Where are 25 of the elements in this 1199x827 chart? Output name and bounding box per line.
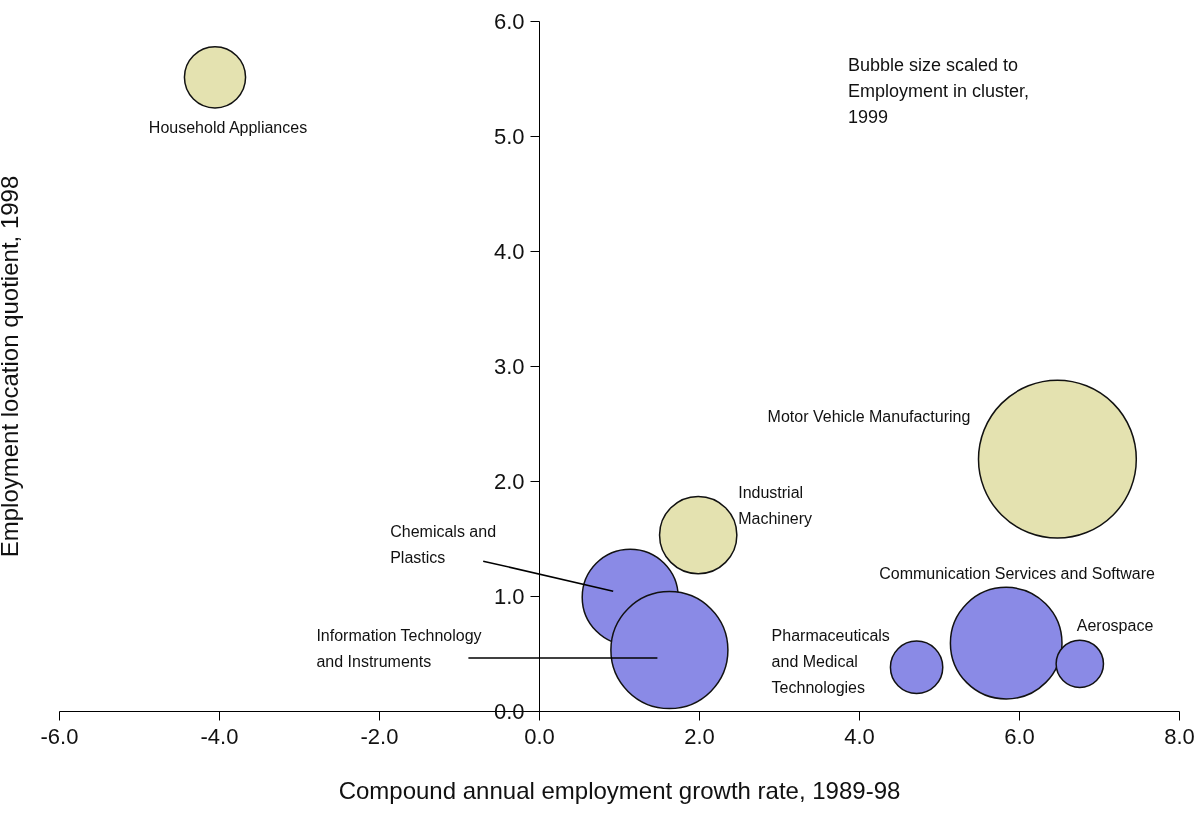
x-tick-label: 6.0 [1004, 723, 1035, 749]
series-label: Communication Services and Software [879, 565, 1155, 583]
x-tick-label: 4.0 [844, 723, 875, 749]
series-label: Industrial Machinery [738, 484, 813, 528]
y-tick-label: 4.0 [493, 238, 525, 264]
x-axis-title: Compound annual employment growth rate, 1989-98 [338, 776, 901, 804]
y-axis-title: Employment location quotient, 1998 [0, 175, 23, 558]
x-tick-label: -6.0 [40, 723, 79, 749]
y-tick-label: 5.0 [493, 123, 525, 149]
text: Information Technology and Instruments [316, 627, 482, 671]
x-tick-label: -2.0 [360, 723, 399, 749]
y-tick-label: 1.0 [493, 583, 525, 609]
x-tick-label: -4.0 [200, 723, 239, 749]
x-tick-label: 0.0 [524, 723, 555, 749]
x-tick-label: 2.0 [684, 723, 715, 749]
series-label: Aerospace [1076, 616, 1154, 634]
text: Chemicals and Plastics [390, 523, 497, 567]
series-label: Household Appliances [148, 119, 308, 137]
series-label: Motor Vehicle Manufacturing [767, 408, 971, 426]
x-tick-label: 8.0 [1164, 723, 1195, 749]
y-tick-label: 2.0 [493, 468, 525, 494]
y-tick-label: 3.0 [493, 353, 525, 379]
series-label: Pharmaceuticals and Medical Technologies [771, 627, 890, 697]
annotation: Bubble size scaled to Employment in cluster, 1999 [848, 55, 1030, 127]
y-tick-label: 6.0 [493, 8, 525, 34]
